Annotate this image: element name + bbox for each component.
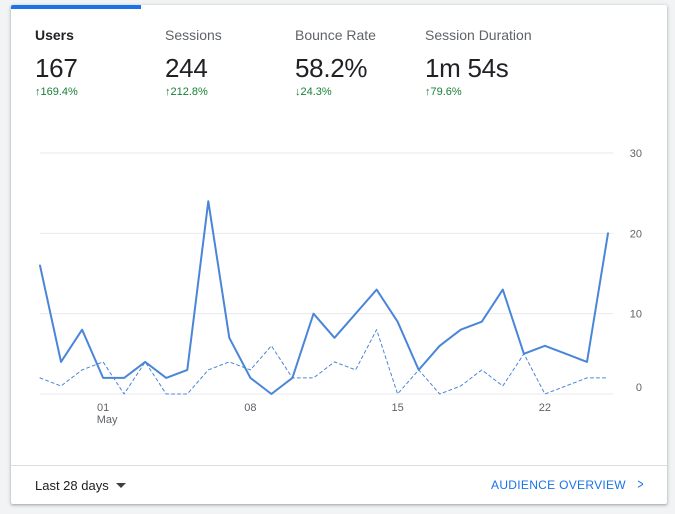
tab-session-duration-label: Session Duration — [425, 27, 532, 43]
x-tick-label: 01 — [97, 402, 109, 414]
tab-users-change: ↑169.4% — [35, 86, 78, 98]
tab-bounce-rate-label: Bounce Rate — [295, 27, 376, 43]
x-tick-sublabel: May — [97, 414, 118, 426]
date-range-label: Last 28 days — [35, 478, 109, 493]
y-tick-label: 10 — [630, 309, 642, 321]
x-tick-label: 22 — [539, 402, 551, 414]
tab-sessions-label: Sessions — [165, 27, 222, 43]
tab-session-duration-change: ↑79.6% — [425, 86, 462, 98]
card-footer: Last 28 days AUDIENCE OVERVIEW > — [11, 465, 667, 504]
tab-bounce-rate-value: 58.2% — [295, 53, 368, 83]
tab-sessions-value: 244 — [165, 53, 208, 83]
comparison-series-line — [39, 329, 609, 395]
tab-users-label: Users — [35, 27, 74, 43]
x-tick-label: 08 — [244, 402, 256, 414]
y-tick-label: 30 — [630, 148, 642, 160]
tab-sessions[interactable]: Sessions 244 ↑212.8% — [141, 5, 271, 115]
x-tick-label: 15 — [392, 402, 404, 414]
tab-users[interactable]: Users 167 ↑169.4% — [11, 5, 141, 115]
date-range-dropdown[interactable]: Last 28 days — [35, 478, 126, 493]
audience-card: Users 167 ↑169.4% Sessions 244 ↑212.8% B… — [11, 5, 667, 504]
tab-users-value: 167 — [35, 53, 78, 83]
tab-session-duration[interactable]: Session Duration 1m 54s ↑79.6% — [401, 5, 561, 115]
audience-overview-label: AUDIENCE OVERVIEW — [491, 478, 626, 492]
tab-sessions-change: ↑212.8% — [165, 86, 208, 98]
metric-tabs: Users 167 ↑169.4% Sessions 244 ↑212.8% B… — [11, 5, 667, 115]
chevron-right-icon: > — [637, 476, 644, 493]
caret-down-icon — [115, 483, 126, 488]
audience-overview-link[interactable]: AUDIENCE OVERVIEW > — [491, 476, 645, 493]
tab-bounce-rate[interactable]: Bounce Rate 58.2% ↓24.3% — [271, 5, 401, 115]
users-series-line — [39, 200, 609, 395]
y-tick-label: 20 — [630, 228, 642, 240]
tab-session-duration-value: 1m 54s — [425, 53, 509, 83]
tab-bounce-rate-change: ↓24.3% — [295, 86, 332, 98]
y-tick-label: 0 — [636, 382, 642, 394]
